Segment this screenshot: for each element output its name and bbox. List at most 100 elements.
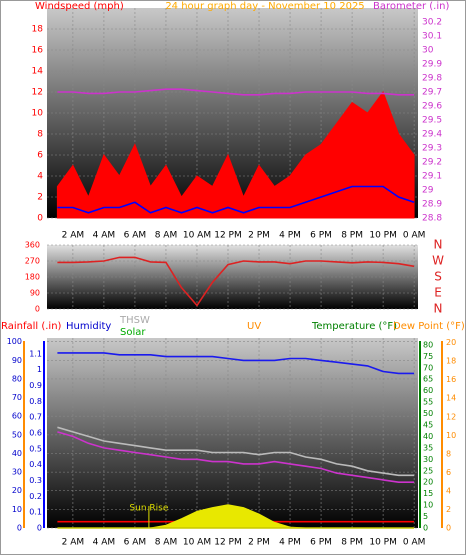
y2-tick-label: W xyxy=(432,254,444,268)
x-tick-label: 2 PM xyxy=(248,231,270,241)
y-tick-label: 0 xyxy=(37,214,43,224)
x-tick-label: 0 AM xyxy=(403,538,426,548)
y3-tick-label: 0.8 xyxy=(29,397,42,406)
y2-tick-label: 55 xyxy=(423,398,433,407)
series-line xyxy=(57,426,415,477)
y2-tick-label: 25 xyxy=(423,466,433,475)
y4-tick-label: 4 xyxy=(446,486,451,495)
y3-tick-label: 0.6 xyxy=(29,429,42,438)
y-tick-label: 60 xyxy=(12,412,22,421)
series-line xyxy=(57,256,415,307)
y-tick-label: 180 xyxy=(25,273,40,282)
x-tick-label: 2 PM xyxy=(248,538,270,548)
y3-tick-label: 0.9 xyxy=(29,381,42,390)
y2-tick-label: 45 xyxy=(423,420,433,429)
y2-tick-label: 29.3 xyxy=(422,144,442,154)
y4-tick-label: 10 xyxy=(446,431,456,440)
y3-tick-label: 1 xyxy=(37,365,42,374)
y-tick-label: 90 xyxy=(12,356,22,365)
y-tick-label: 80 xyxy=(12,374,22,383)
y3-tick-label: 0.3 xyxy=(29,476,42,485)
y-tick-label: 6 xyxy=(37,151,43,161)
y2-tick-label: 75 xyxy=(423,352,433,361)
y2-tick-label: 15 xyxy=(423,489,433,498)
y-axis-label: Windspeed (mph) xyxy=(35,1,124,12)
y2-tick-label: 40 xyxy=(423,432,433,441)
y-tick-label: 10 xyxy=(32,109,44,119)
y2-tick-label: 10 xyxy=(423,501,433,510)
y2-tick-label: 30.2 xyxy=(422,18,442,28)
x-tick-label: 2 AM xyxy=(62,231,85,241)
series-area xyxy=(56,90,415,219)
y-tick-label: 40 xyxy=(12,449,22,458)
y-tick-label: 14 xyxy=(32,67,44,77)
y2-tick-label: 70 xyxy=(423,363,433,372)
x-tick-label: 4 PM xyxy=(279,231,301,241)
series-line xyxy=(57,431,415,483)
y4-tick-label: 18 xyxy=(446,357,456,366)
y-tick-label: 12 xyxy=(32,88,43,98)
x-tick-label: 8 PM xyxy=(341,231,363,241)
thsw-label: THSW xyxy=(119,315,150,326)
y2-tick-label: 29.6 xyxy=(422,102,442,112)
y2-tick-label: 50 xyxy=(423,409,433,418)
x-tick-label: 8 PM xyxy=(341,538,363,548)
y2-tick-label: E xyxy=(434,286,442,300)
y4-tick-label: 16 xyxy=(446,375,456,384)
y4-tick-label: 8 xyxy=(446,449,451,458)
y2-axis-label: Barometer (.in) xyxy=(373,1,449,12)
y-tick-label: 18 xyxy=(32,25,44,35)
y4-tick-label: 0 xyxy=(446,524,451,533)
y-tick-label: 2 xyxy=(37,193,43,203)
x-tick-label: 2 AM xyxy=(62,538,85,548)
y2-tick-label: N xyxy=(434,302,443,316)
y-tick-label: 100 xyxy=(7,337,22,346)
y-tick-label: 270 xyxy=(25,257,40,266)
y2-tick-label: 29.4 xyxy=(422,130,442,140)
chart-title: 24 hour graph day - November 10 2025 xyxy=(165,1,364,12)
series-line xyxy=(57,88,415,96)
y3-tick-label: 0.1 xyxy=(29,508,42,517)
x-tick-label: 4 PM xyxy=(279,538,301,548)
y3-tick-label: 0.5 xyxy=(29,444,42,453)
y-tick-label: 30 xyxy=(12,468,22,477)
y-tick-label: 8 xyxy=(37,130,43,140)
x-tick-label: 8 AM xyxy=(155,538,178,548)
y3-axis-label: Rainfall (.in) xyxy=(1,321,62,332)
legend-label: Solar xyxy=(120,327,146,338)
y-tick-label: 4 xyxy=(37,172,43,182)
y-tick-label: 90 xyxy=(30,289,40,298)
y2-tick-label: 30.1 xyxy=(422,32,442,42)
legend-label: Humidity xyxy=(66,321,111,332)
x-tick-label: 4 AM xyxy=(93,538,116,548)
y2-tick-label: 35 xyxy=(423,443,433,452)
x-tick-label: 6 PM xyxy=(310,231,332,241)
x-tick-label: 10 AM xyxy=(183,231,211,241)
y2-tick-label: 20 xyxy=(423,478,433,487)
y2-tick-label: 30 xyxy=(423,455,433,464)
x-tick-label: 12 PM xyxy=(214,231,242,241)
y2-tick-label: 30 xyxy=(422,46,434,56)
y-tick-label: 20 xyxy=(12,486,22,495)
x-tick-label: 10 AM xyxy=(183,538,211,548)
y2-tick-label: 80 xyxy=(423,340,433,349)
series-line xyxy=(57,352,415,375)
y2-tick-label: 0 xyxy=(423,524,428,533)
y2-tick-label: 28.8 xyxy=(422,214,442,224)
legend-label: Temperature (°F) xyxy=(311,321,397,332)
y-tick-label: 360 xyxy=(25,241,40,250)
x-tick-label: 10 PM xyxy=(369,231,397,241)
y4-tick-label: 12 xyxy=(446,412,456,421)
x-tick-label: 6 AM xyxy=(124,538,147,548)
series-line xyxy=(57,185,415,214)
y3-tick-label: 0.4 xyxy=(29,460,42,469)
plot-background xyxy=(47,338,418,528)
y-tick-label: 0 xyxy=(17,524,22,533)
y-tick-label: 10 xyxy=(12,505,22,514)
y2-tick-label: 5 xyxy=(423,512,428,521)
y3-tick-label: 0 xyxy=(37,524,42,533)
annotation: Sun Rise xyxy=(129,504,168,514)
y-tick-label: 50 xyxy=(12,430,22,439)
y3-tick-label: 1.1 xyxy=(29,349,42,358)
